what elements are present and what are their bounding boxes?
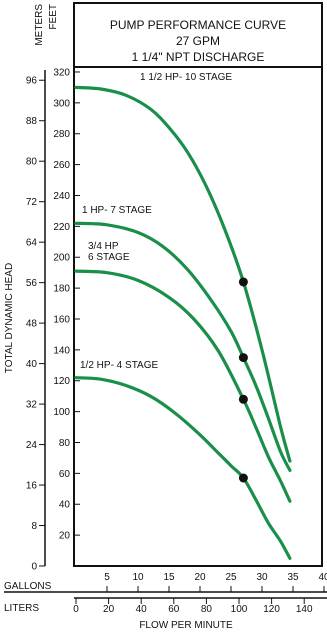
feet-tick-label: 140	[53, 345, 70, 356]
series-label-text: 3/4 HP	[88, 241, 119, 252]
performance-curves	[74, 85, 292, 560]
gallons-tick-label: 40	[318, 572, 327, 583]
title-box	[73, 2, 323, 68]
feet-tick-label: 40	[59, 500, 71, 511]
liters-tick-label: 100	[231, 604, 248, 615]
liters-tick-label: 0	[73, 604, 79, 615]
liters-tick-label: 40	[136, 604, 148, 615]
gallons-tick-label: 5	[104, 572, 110, 583]
curve-1-5hp-10-stage	[74, 85, 292, 463]
gallons-tick-label: 30	[256, 572, 268, 583]
meters-tick-label: 48	[26, 319, 38, 330]
meters-tick-label: 0	[31, 562, 37, 573]
meters-tick-label: 96	[26, 76, 38, 87]
meters-tick-label: 40	[26, 359, 38, 370]
chart-title-line1: PUMP PERFORMANCE CURVE	[110, 18, 286, 32]
meters-tick-label: 88	[26, 116, 38, 127]
feet-tick-label: 100	[53, 407, 70, 418]
meters-tick-label: 72	[26, 197, 38, 208]
liters-unit-label: LITERS	[4, 603, 39, 614]
rated-point-dot	[238, 353, 248, 363]
series-label-text: 6 STAGE	[88, 252, 130, 263]
label-backing	[86, 240, 126, 251]
feet-tick-label: 80	[59, 438, 71, 449]
liters-tick-label: 140	[296, 604, 313, 615]
curve-0-75hp-6-stage	[74, 269, 292, 503]
feet-tick-label: 180	[53, 284, 70, 295]
label-0-75hp-6-stage: 3/4 HP6 STAGE	[86, 240, 132, 263]
gallons-tick-label: 25	[225, 572, 237, 583]
curve-1hp-7-stage	[74, 221, 292, 472]
label-backing	[80, 204, 161, 215]
gallons-tick-label: 35	[287, 572, 299, 583]
meters-tick-label: 56	[26, 278, 38, 289]
gallons-tick-label: 15	[163, 572, 175, 583]
chart-title-line3: 1 1/4" NPT DISCHARGE	[132, 50, 265, 64]
series-label-text: 1 HP- 7 STAGE	[82, 205, 152, 216]
meters-tick-label: 64	[26, 238, 38, 249]
y-axis-title: TOTAL DYNAMIC HEAD	[4, 263, 15, 373]
label-backing	[138, 71, 249, 82]
gallons-tick-label: 20	[194, 572, 206, 583]
meters-tick-label: 8	[31, 521, 37, 532]
feet-tick-label: 200	[53, 253, 70, 264]
feet-tick-label: 20	[59, 531, 71, 542]
label-1-5hp-10-stage: 1 1/2 HP- 10 STAGE	[138, 71, 249, 83]
meters-tick-label: 80	[26, 157, 38, 168]
meters-tick-label: 32	[26, 400, 38, 411]
feet-tick-label: 260	[53, 160, 70, 171]
feet-tick-label: 160	[53, 314, 70, 325]
label-1hp-7-stage: 1 HP- 7 STAGE	[80, 204, 161, 216]
liters-tick-label: 80	[201, 604, 213, 615]
feet-tick-label: 60	[59, 469, 71, 480]
rated-point-dot	[238, 473, 248, 483]
series-label-text: 1/2 HP- 4 STAGE	[80, 360, 159, 371]
feet-unit-label: FEET	[48, 4, 59, 30]
liters-tick-label: 60	[168, 604, 180, 615]
feet-tick-label: 120	[53, 376, 70, 387]
liters-tick-label: 20	[103, 604, 115, 615]
label-backing	[78, 359, 171, 370]
x-axis-title: FLOW PER MINUTE	[139, 620, 233, 631]
label-backing	[86, 251, 132, 262]
gallons-tick-label: 10	[132, 572, 144, 583]
series-labels: 1 1/2 HP- 10 STAGE 1 HP- 7 STAGE 3/4 HP6 S…	[78, 71, 249, 371]
curve-0-5hp-4-stage	[74, 376, 292, 560]
chart-title-line2: 27 GPM	[176, 34, 220, 48]
rated-point-dot	[238, 394, 248, 404]
feet-tick-label: 240	[53, 191, 70, 202]
feet-tick-label: 300	[53, 98, 70, 109]
meters-tick-label: 16	[26, 481, 38, 492]
rated-points	[238, 277, 248, 483]
liters-tick-label: 120	[263, 604, 280, 615]
rated-point-dot	[238, 277, 248, 287]
meters-unit-label: METERS	[34, 4, 45, 46]
feet-tick-label: 220	[53, 222, 70, 233]
meters-tick-label: 24	[26, 440, 38, 451]
feet-tick-label: 280	[53, 129, 70, 140]
series-label-text: 1 1/2 HP- 10 STAGE	[140, 72, 232, 83]
axis-ticks: 2040608010012014016018020022024026028030…	[26, 67, 327, 615]
gallons-unit-label: GALLONS	[4, 581, 52, 592]
label-0-5hp-4-stage: 1/2 HP- 4 STAGE	[78, 359, 171, 371]
feet-tick-label: 320	[53, 67, 70, 78]
